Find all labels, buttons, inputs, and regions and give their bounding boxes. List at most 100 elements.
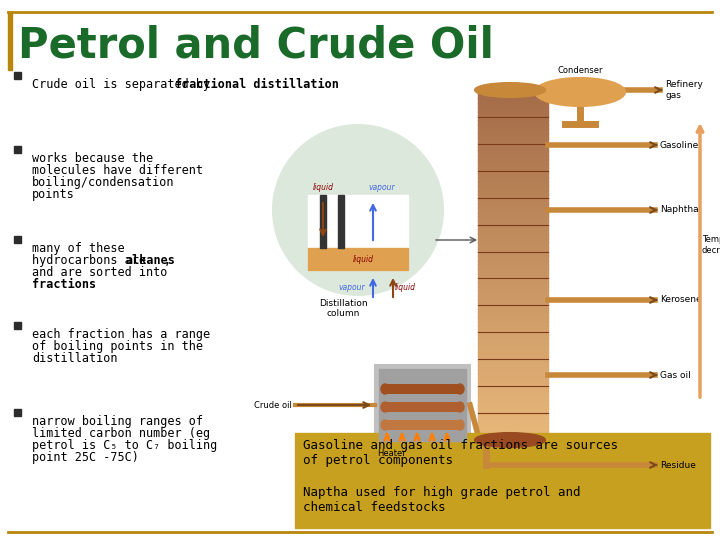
Ellipse shape (456, 420, 464, 430)
Bar (14, 236, 21, 243)
Bar (478, 435, 548, 440)
Text: Refinery
gas: Refinery gas (665, 80, 703, 100)
Bar (478, 413, 548, 418)
Bar (478, 281, 548, 287)
Bar (14, 146, 21, 153)
Text: works because the: works because the (32, 152, 153, 165)
Bar (478, 426, 548, 431)
Bar (478, 194, 548, 199)
Bar (478, 89, 548, 94)
Bar (478, 168, 548, 173)
Bar (308, 248, 408, 270)
Text: vapour: vapour (338, 284, 364, 293)
Text: Crude oil is separated by: Crude oil is separated by (32, 78, 217, 91)
Text: fractions: fractions (32, 278, 96, 291)
Bar (478, 216, 548, 221)
Bar (478, 308, 548, 313)
Bar (478, 339, 548, 344)
Bar (478, 207, 548, 213)
Bar (478, 181, 548, 186)
Bar (308, 195, 408, 270)
Text: alkanes: alkanes (125, 254, 176, 267)
Text: limited carbon number (eg: limited carbon number (eg (32, 427, 210, 440)
Bar (478, 106, 548, 112)
Text: Temperature
decreases: Temperature decreases (702, 235, 720, 255)
Ellipse shape (456, 402, 464, 412)
Text: Naphtha: Naphtha (660, 206, 698, 214)
Bar (478, 229, 548, 234)
Ellipse shape (381, 384, 389, 394)
Bar (478, 198, 548, 204)
Bar (478, 120, 548, 125)
Text: narrow boiling ranges of: narrow boiling ranges of (32, 415, 203, 428)
Bar (478, 382, 548, 388)
Bar (478, 141, 548, 147)
Bar (478, 378, 548, 383)
Bar (478, 115, 548, 120)
Bar (478, 177, 548, 182)
Text: Crude oil: Crude oil (254, 401, 292, 409)
Bar (478, 364, 548, 370)
Bar (375, 365, 470, 445)
Text: Gas oil: Gas oil (660, 370, 690, 380)
Bar (478, 277, 548, 282)
Text: Residue: Residue (660, 461, 696, 469)
Bar (478, 391, 548, 396)
Bar (478, 395, 548, 401)
Bar (478, 273, 548, 278)
Text: fractional distillation: fractional distillation (175, 78, 339, 91)
Text: Heater: Heater (377, 449, 406, 458)
Bar (478, 164, 548, 168)
Text: liquid: liquid (353, 254, 374, 264)
Bar (478, 291, 548, 295)
Bar (385, 384, 460, 394)
Bar (14, 72, 21, 79)
Text: and are sorted into: and are sorted into (32, 266, 167, 279)
Bar (478, 356, 548, 361)
Ellipse shape (535, 78, 625, 106)
Bar (478, 146, 548, 151)
Text: Distillation
column: Distillation column (319, 299, 367, 319)
Bar (478, 299, 548, 305)
Text: point 25C -75C): point 25C -75C) (32, 451, 139, 464)
Bar (478, 242, 548, 247)
Bar (478, 325, 548, 330)
Bar (478, 387, 548, 392)
Bar (478, 360, 548, 366)
Bar (478, 93, 548, 99)
Bar (478, 225, 548, 230)
Text: ,: , (164, 254, 171, 267)
Bar (478, 172, 548, 178)
Bar (478, 124, 548, 130)
Text: Gasoline and gas oil fractions are sources
of petrol components: Gasoline and gas oil fractions are sourc… (303, 439, 618, 467)
Circle shape (273, 125, 443, 295)
Bar (478, 238, 548, 243)
Bar (478, 303, 548, 309)
Bar (14, 409, 21, 416)
Bar (478, 220, 548, 226)
Bar (478, 111, 548, 116)
Bar (478, 316, 548, 322)
Bar (379, 369, 466, 441)
Bar (478, 150, 548, 156)
Bar (478, 369, 548, 374)
Ellipse shape (381, 420, 389, 430)
Text: molecules have different: molecules have different (32, 164, 203, 177)
Bar (478, 154, 548, 160)
Bar (478, 212, 548, 217)
Bar (478, 260, 548, 265)
Bar (478, 190, 548, 195)
Text: of boiling points in the: of boiling points in the (32, 340, 203, 353)
Bar (478, 246, 548, 252)
Bar (478, 400, 548, 405)
Ellipse shape (456, 384, 464, 394)
Bar (478, 373, 548, 379)
Bar (478, 133, 548, 138)
Bar (478, 129, 548, 134)
Text: points: points (32, 188, 75, 201)
Bar (478, 334, 548, 339)
Bar (478, 159, 548, 164)
Text: Naptha used for high grade petrol and
chemical feedstocks: Naptha used for high grade petrol and ch… (303, 486, 580, 514)
Ellipse shape (381, 402, 389, 412)
Bar (14, 322, 21, 329)
